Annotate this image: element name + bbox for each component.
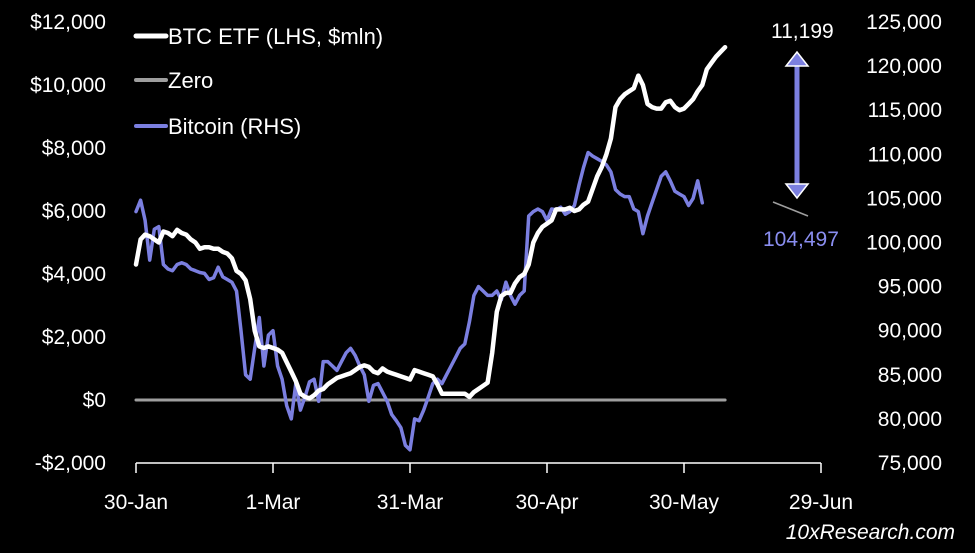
annotations: 11,199 104,497 bbox=[763, 20, 839, 251]
legend: BTC ETF (LHS, $mln) Zero Bitcoin (RHS) bbox=[133, 24, 383, 139]
axes: 30-Jan 1-Mar 31-Mar 30-Apr 30-May 29-Jun -$2,0… bbox=[30, 11, 942, 514]
y-right-tick-label: 85,000 bbox=[878, 364, 942, 387]
y-right-tick-label: 110,000 bbox=[868, 143, 942, 166]
series-line-etf bbox=[133, 44, 728, 401]
y-right-tick-label: 90,000 bbox=[878, 320, 942, 343]
y-left-tick-label: $0 bbox=[83, 389, 106, 412]
x-tick-label: 1-Mar bbox=[246, 491, 301, 514]
x-tick-label: 30-Jan bbox=[104, 491, 168, 514]
y-left-tick-label: $2,000 bbox=[42, 326, 106, 349]
btc-label-leader bbox=[772, 201, 809, 217]
y-left-tick-label: $8,000 bbox=[42, 137, 106, 160]
legend-label-zero: Zero bbox=[168, 68, 213, 93]
source-watermark: 10xResearch.com bbox=[785, 521, 955, 544]
x-tick-label: 31-Mar bbox=[377, 491, 444, 514]
y-right-tick-label: 80,000 bbox=[878, 408, 942, 431]
x-tick-label: 30-Apr bbox=[515, 491, 578, 514]
legend-label-etf: BTC ETF (LHS, $mln) bbox=[168, 24, 383, 49]
series-layer bbox=[133, 44, 728, 452]
y-left-tick-label: -$2,000 bbox=[35, 452, 106, 475]
y-right-tick-label: 95,000 bbox=[878, 276, 942, 299]
btc-end-label: 104,497 bbox=[763, 228, 839, 251]
x-tick-label: 30-May bbox=[649, 491, 720, 514]
series-line-bitcoin bbox=[134, 150, 705, 452]
y-right-tick-label: 105,000 bbox=[866, 187, 942, 210]
y-left-tick-label: $6,000 bbox=[42, 200, 106, 223]
gap-arrow-head-top bbox=[784, 50, 810, 67]
y-right-tick-label: 75,000 bbox=[878, 452, 942, 475]
y-right-tick-label: 115,000 bbox=[868, 99, 942, 122]
y-left-tick-label: $10,000 bbox=[30, 74, 106, 97]
legend-label-bitcoin: Bitcoin (RHS) bbox=[168, 114, 301, 139]
x-tick-label: 29-Jun bbox=[789, 491, 853, 514]
y-right-tick-label: 125,000 bbox=[866, 11, 942, 34]
y-left-tick-label: $4,000 bbox=[42, 263, 106, 286]
etf-end-label: 11,199 bbox=[771, 20, 834, 43]
gap-arrow-head-bottom bbox=[784, 183, 810, 200]
y-right-tick-label: 100,000 bbox=[866, 232, 942, 255]
y-right-tick-label: 120,000 bbox=[866, 55, 942, 78]
y-left-tick-label: $12,000 bbox=[30, 11, 106, 34]
